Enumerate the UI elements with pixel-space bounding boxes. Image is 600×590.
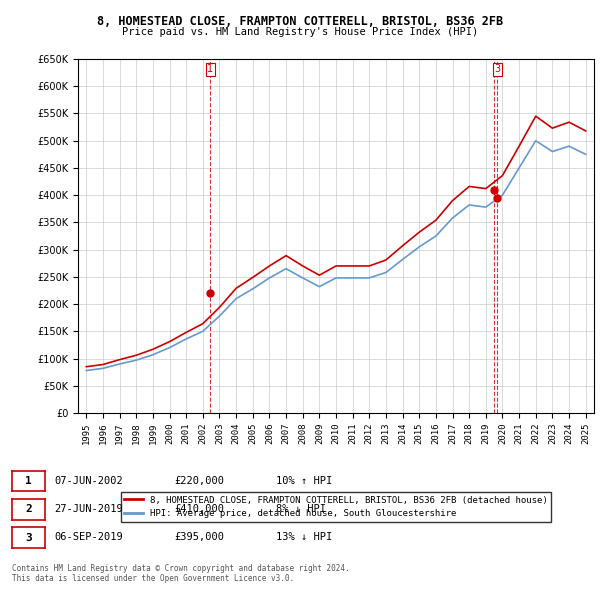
Text: 3: 3 [494, 64, 500, 74]
Text: 13% ↓ HPI: 13% ↓ HPI [276, 533, 332, 542]
Legend: 8, HOMESTEAD CLOSE, FRAMPTON COTTERELL, BRISTOL, BS36 2FB (detached house), HPI:: 8, HOMESTEAD CLOSE, FRAMPTON COTTERELL, … [121, 492, 551, 522]
Text: £220,000: £220,000 [174, 476, 224, 486]
Text: 10% ↑ HPI: 10% ↑ HPI [276, 476, 332, 486]
Text: 8% ↓ HPI: 8% ↓ HPI [276, 504, 326, 514]
Text: 1: 1 [25, 476, 32, 486]
Text: 06-SEP-2019: 06-SEP-2019 [54, 533, 123, 542]
Text: 2: 2 [25, 504, 32, 514]
Text: 27-JUN-2019: 27-JUN-2019 [54, 504, 123, 514]
Text: 3: 3 [25, 533, 32, 543]
Text: Price paid vs. HM Land Registry's House Price Index (HPI): Price paid vs. HM Land Registry's House … [122, 27, 478, 37]
Text: £395,000: £395,000 [174, 533, 224, 542]
Text: 07-JUN-2002: 07-JUN-2002 [54, 476, 123, 486]
Text: 8, HOMESTEAD CLOSE, FRAMPTON COTTERELL, BRISTOL, BS36 2FB: 8, HOMESTEAD CLOSE, FRAMPTON COTTERELL, … [97, 15, 503, 28]
Text: 1: 1 [207, 64, 213, 74]
Text: £410,000: £410,000 [174, 504, 224, 514]
Text: Contains HM Land Registry data © Crown copyright and database right 2024.
This d: Contains HM Land Registry data © Crown c… [12, 563, 350, 583]
